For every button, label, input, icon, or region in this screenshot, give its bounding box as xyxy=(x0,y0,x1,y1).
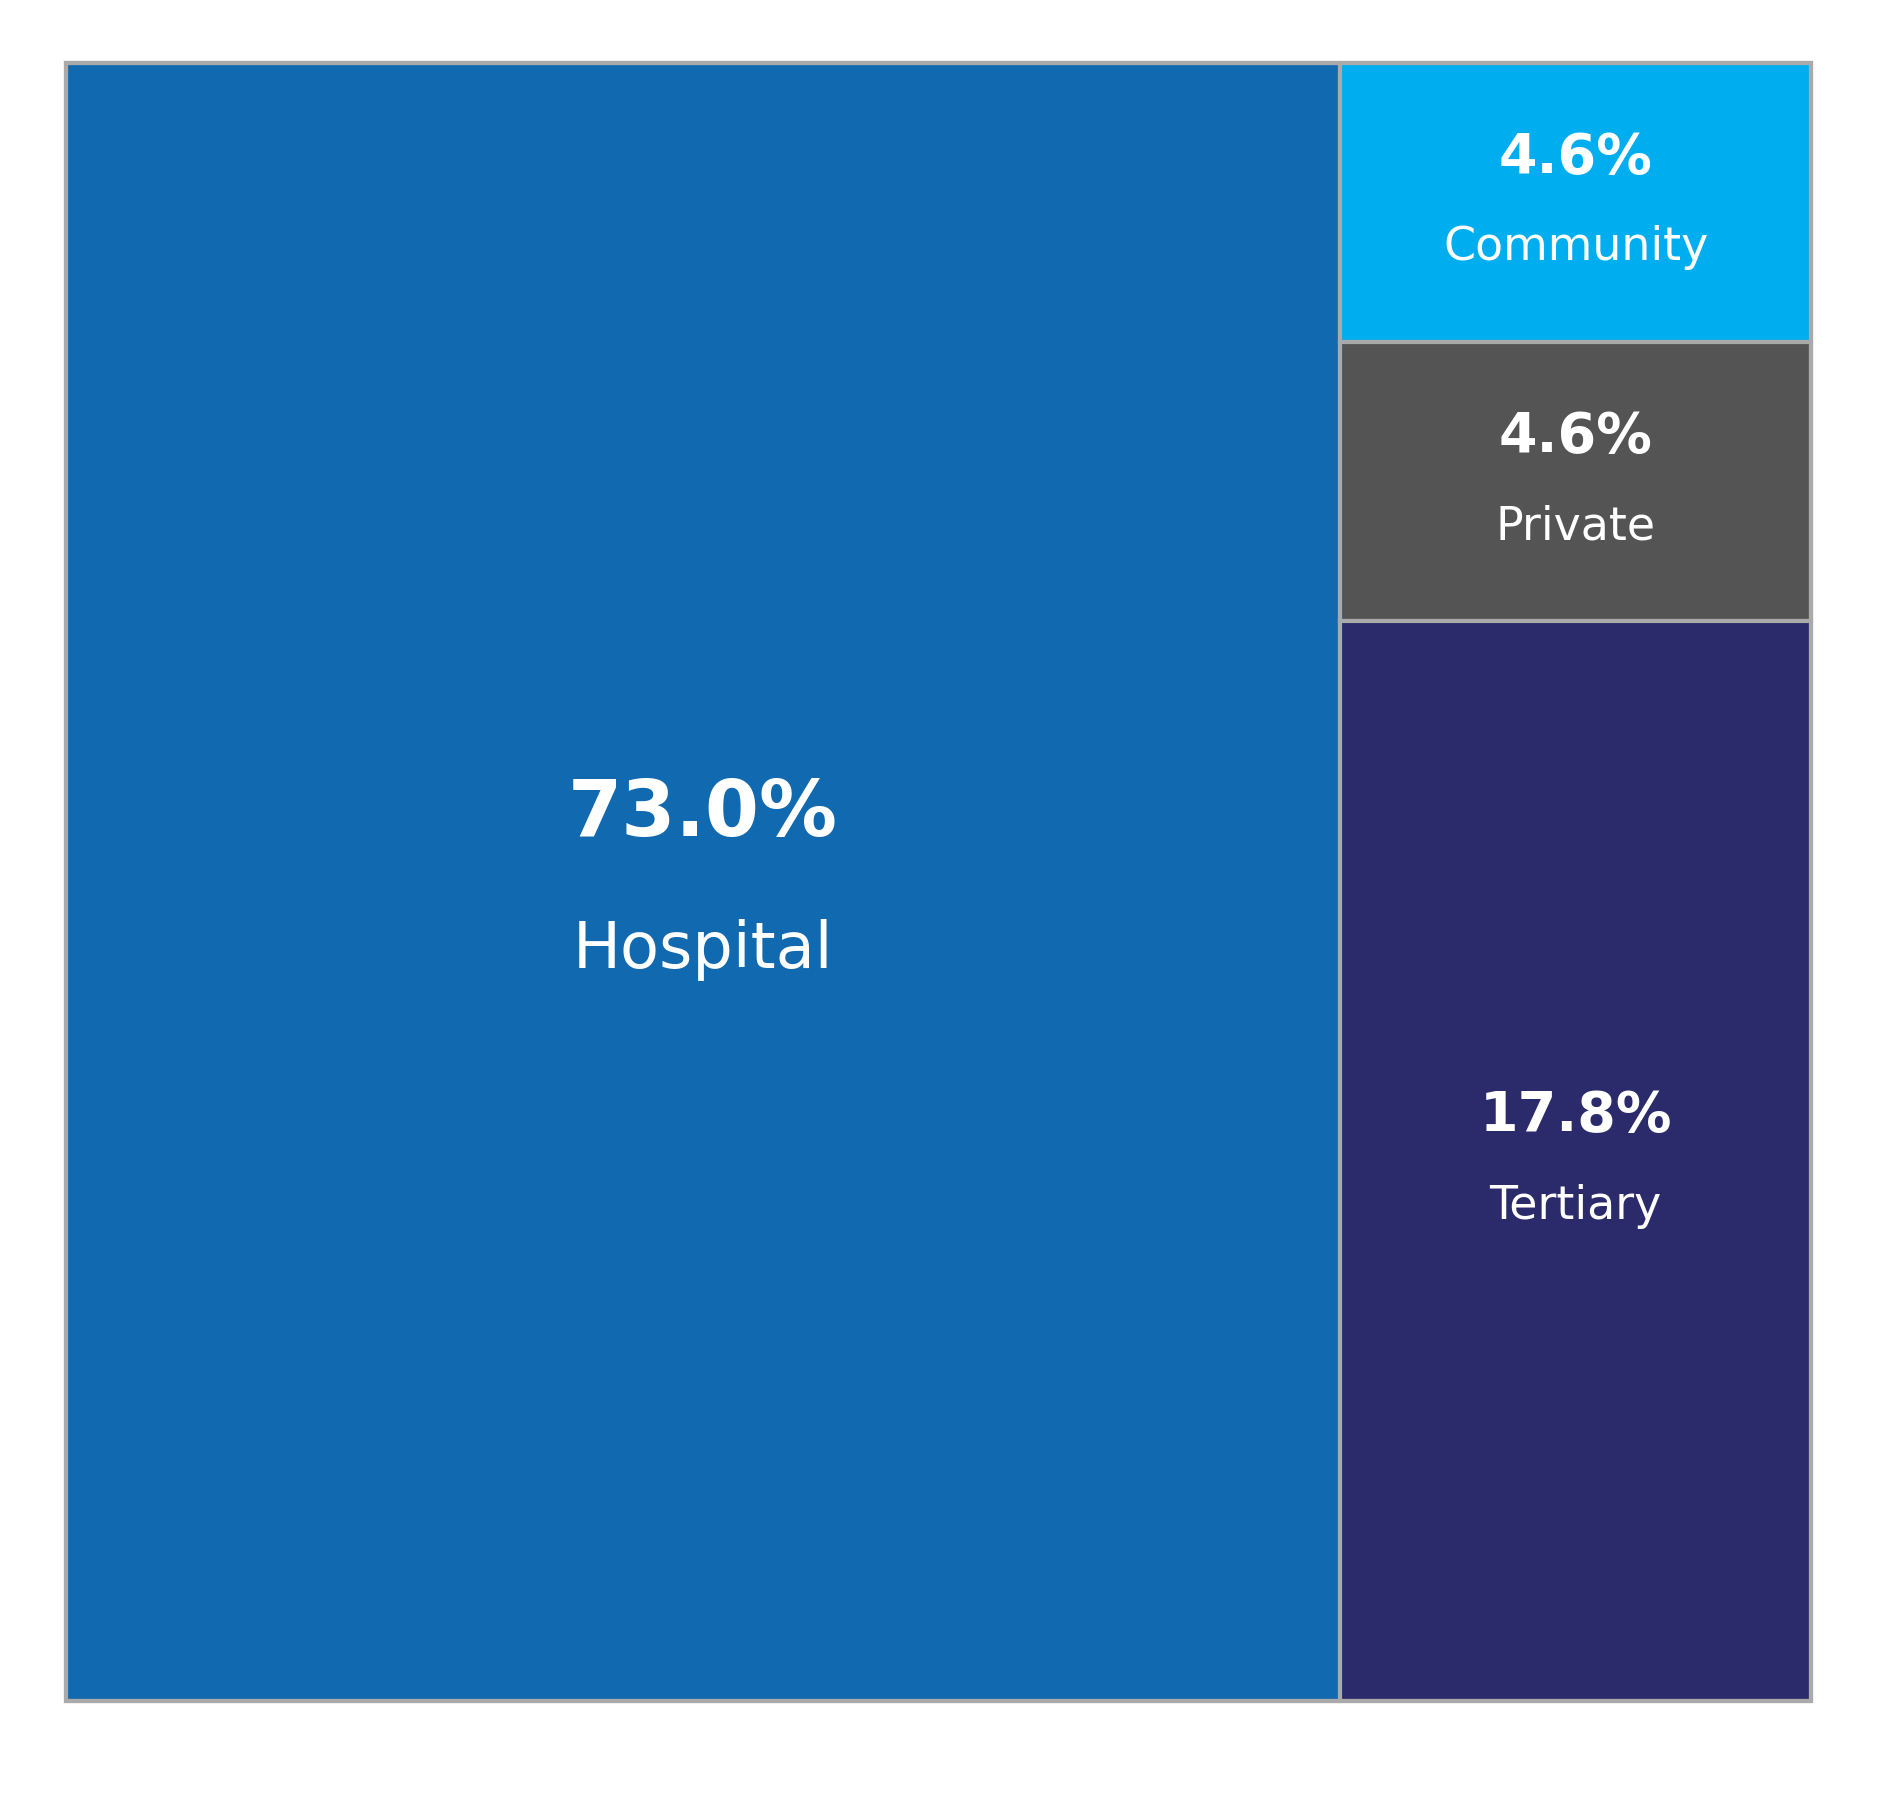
Text: 4.6%: 4.6% xyxy=(1498,410,1652,464)
Text: Community: Community xyxy=(1443,225,1708,270)
Text: Tertiary: Tertiary xyxy=(1490,1184,1661,1229)
Text: 4.6%: 4.6% xyxy=(1498,131,1652,185)
Text: Hospital: Hospital xyxy=(572,920,833,981)
Text: 17.8%: 17.8% xyxy=(1479,1089,1672,1143)
Bar xyxy=(66,63,1340,1701)
Text: 73.0%: 73.0% xyxy=(569,776,837,851)
Bar xyxy=(1340,621,1811,1701)
Text: Private: Private xyxy=(1496,504,1656,549)
Bar xyxy=(1340,63,1811,342)
Bar xyxy=(1340,342,1811,621)
